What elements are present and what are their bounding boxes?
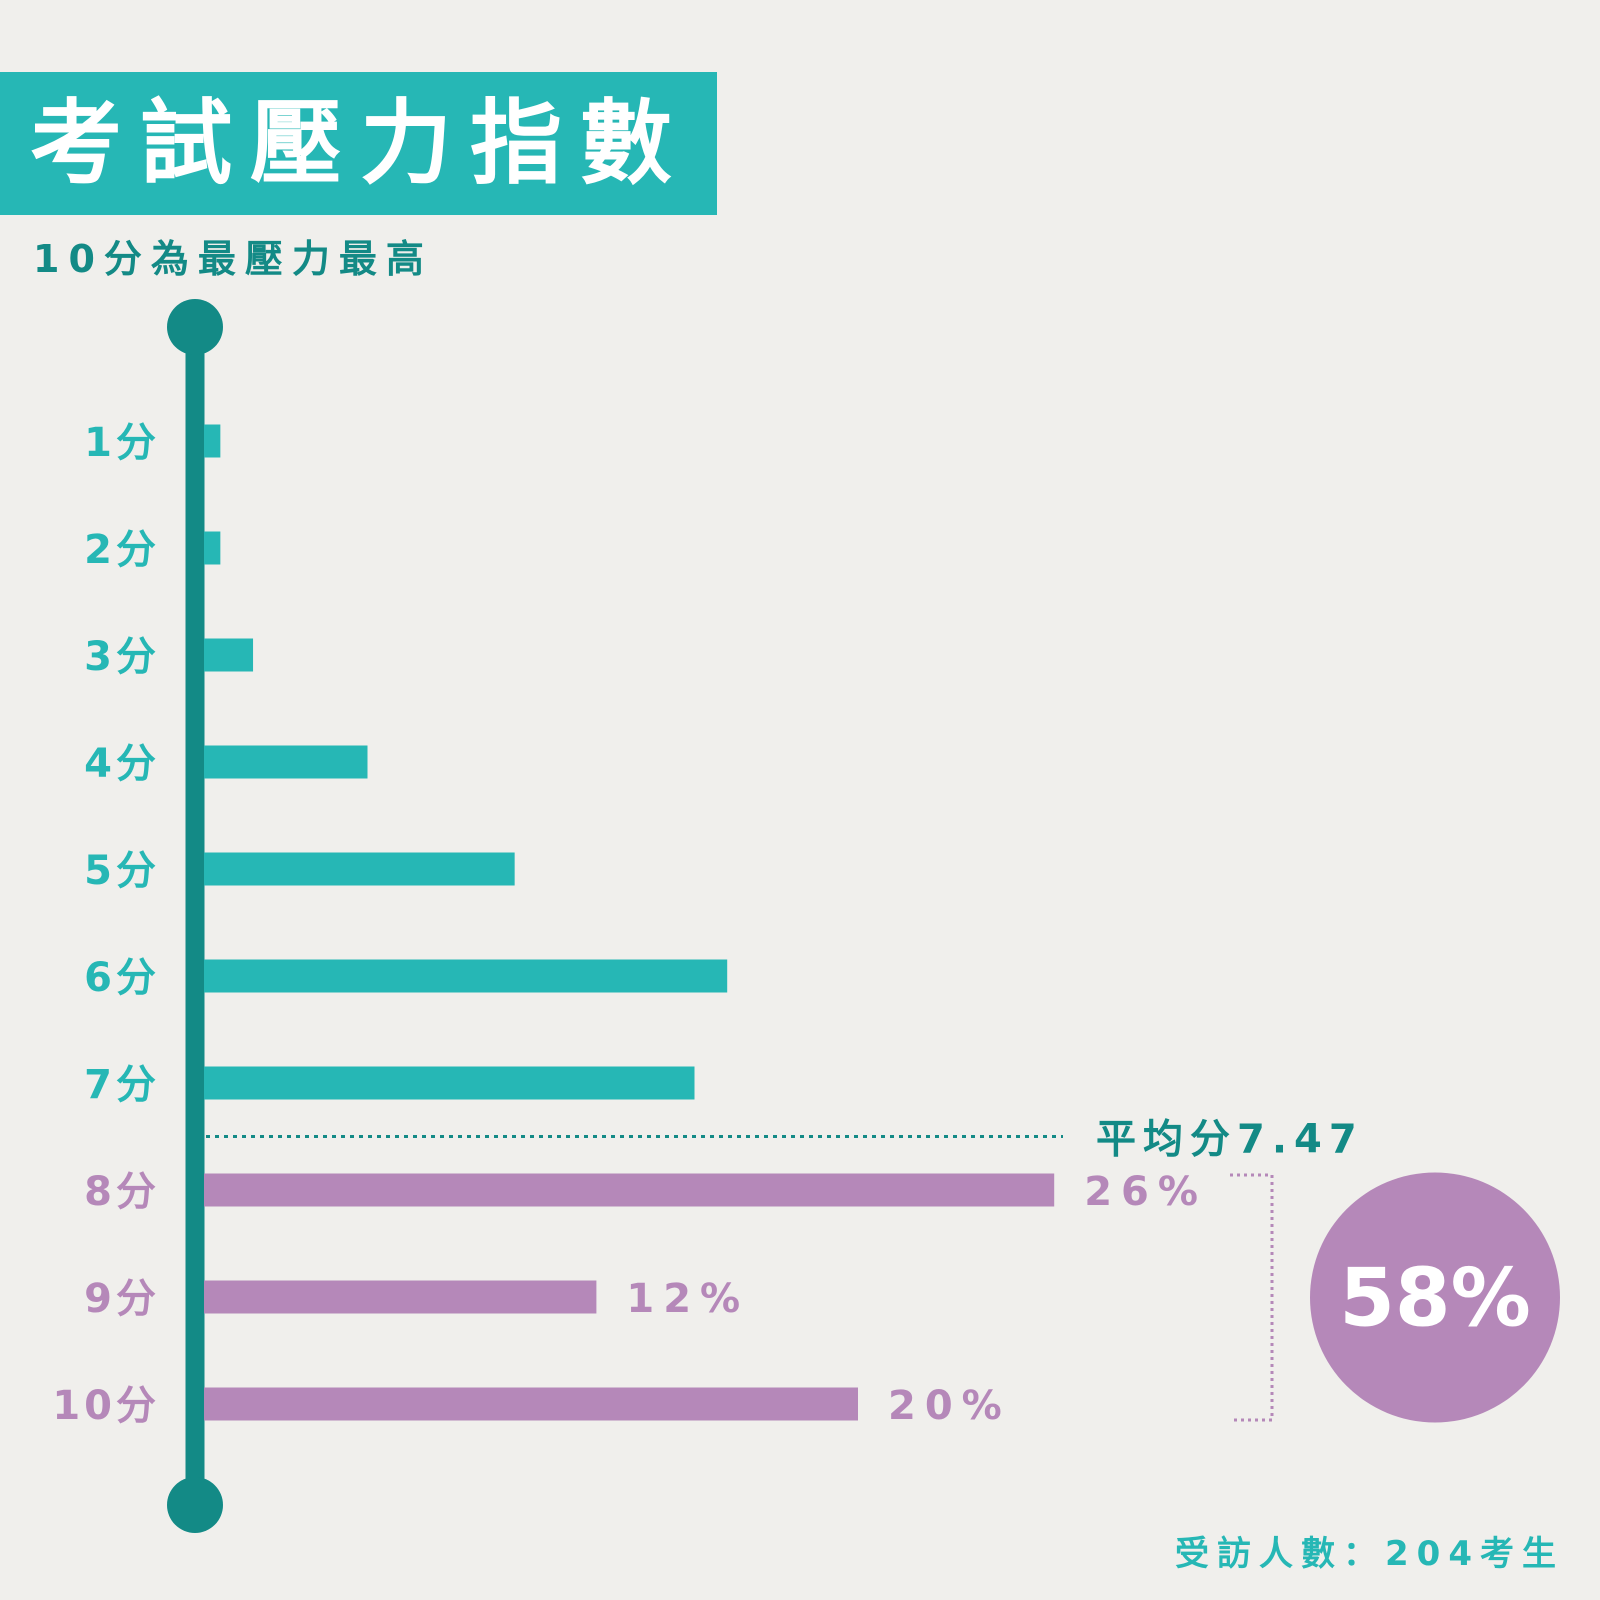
- bar-7: [204, 1066, 695, 1100]
- average-label: 平均分7.47: [1096, 1117, 1364, 1163]
- bar-1: [204, 424, 221, 458]
- title-banner: 考試壓力指數: [0, 72, 717, 215]
- bar-6: [204, 959, 728, 993]
- chart-subtitle: 10分為最壓力最高: [33, 237, 433, 281]
- bar-3: [204, 638, 254, 672]
- combined-circle: [1310, 1172, 1560, 1423]
- bar-8: [204, 1173, 1055, 1207]
- data-label-10: 20%: [888, 1383, 1011, 1429]
- bar-2: [204, 531, 221, 565]
- respondents-note: 受訪人數：204考生: [1175, 1534, 1564, 1574]
- tick-label-10: 10分: [52, 1383, 160, 1429]
- tick-label-6: 6分: [84, 955, 160, 1001]
- axis-bottom-cap: [167, 1477, 223, 1533]
- bar-9: [204, 1280, 597, 1314]
- bar-4: [204, 745, 368, 779]
- tick-label-2: 2分: [84, 527, 160, 573]
- axis-top-cap: [167, 299, 223, 355]
- tick-label-1: 1分: [84, 420, 160, 466]
- bar-10: [204, 1387, 858, 1421]
- combined-label: 58%: [1339, 1252, 1530, 1345]
- tick-label-7: 7分: [84, 1062, 160, 1108]
- tick-label-9: 9分: [84, 1276, 160, 1322]
- tick-label-4: 4分: [84, 741, 160, 787]
- tick-label-5: 5分: [84, 848, 160, 894]
- bar-5: [204, 852, 515, 886]
- tick-label-3: 3分: [84, 634, 160, 680]
- tick-label-8: 8分: [84, 1169, 160, 1215]
- data-label-9: 12%: [626, 1276, 749, 1322]
- chart-title: 考試壓力指數: [30, 90, 691, 197]
- group-bracket: [1230, 1173, 1274, 1422]
- data-label-8: 26%: [1084, 1169, 1207, 1215]
